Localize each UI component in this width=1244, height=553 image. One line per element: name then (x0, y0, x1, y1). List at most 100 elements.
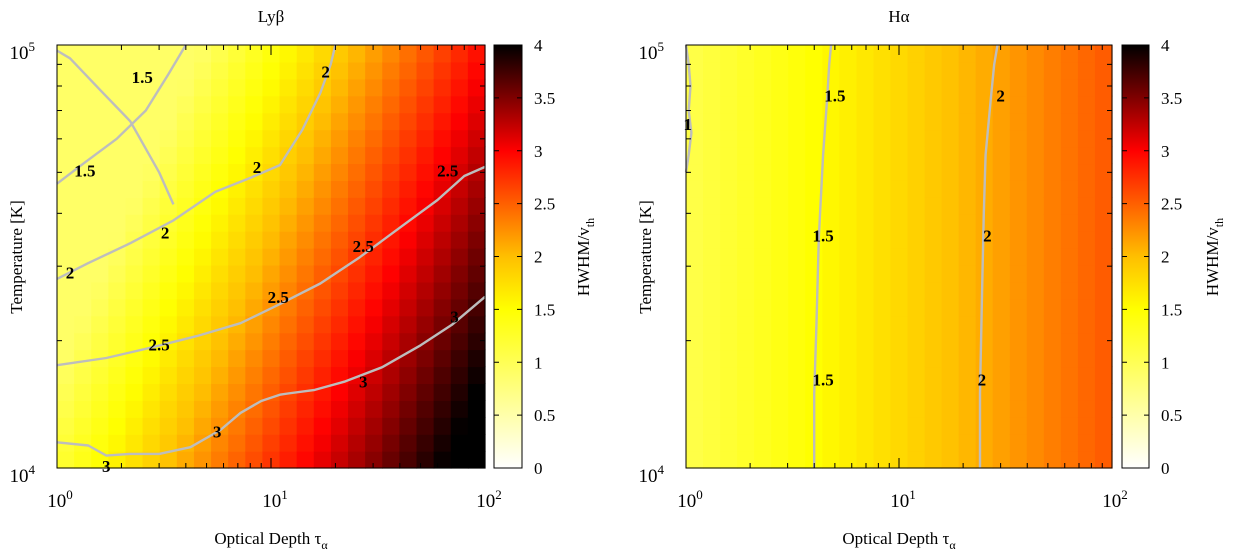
heatmap-cell (211, 332, 229, 351)
heatmap-cell (108, 281, 127, 300)
heatmap-cell (211, 231, 229, 249)
heatmap-cell (1043, 451, 1062, 469)
heatmap-cell (771, 332, 789, 351)
heatmap-cell (433, 417, 452, 435)
heatmap-cell (1026, 349, 1045, 368)
heatmap-cell (975, 349, 994, 368)
heatmap-cell (433, 112, 452, 131)
heatmap-cell (296, 332, 315, 351)
heatmap-cell (992, 146, 1011, 165)
heatmap-cell (211, 349, 229, 368)
heatmap-cell (91, 163, 109, 181)
heatmap-cell (365, 214, 383, 232)
heatmap-cell (365, 349, 383, 368)
heatmap-cell (1077, 61, 1096, 80)
heatmap-cell (958, 451, 977, 469)
heatmap-cell (873, 332, 892, 351)
heatmap-cell (788, 180, 806, 198)
heatmap-cell (176, 95, 195, 114)
heatmap-cell (348, 78, 366, 97)
heatmap-cell (211, 434, 229, 452)
heatmap-cell (1026, 451, 1045, 469)
heatmap-cell (262, 197, 281, 215)
heatmap-cell (296, 451, 315, 469)
heatmap-cell (890, 248, 909, 266)
heatmap-cell (873, 95, 892, 114)
heatmap-cell (1094, 180, 1113, 198)
heatmap-cell (159, 400, 178, 418)
heatmap-cell (142, 315, 161, 334)
heatmap-cell (416, 417, 435, 435)
heatmap-cell (365, 78, 383, 97)
heatmap-cell (211, 400, 229, 418)
contour-label: 2 (996, 86, 1005, 105)
heatmap-cell (279, 61, 298, 80)
heatmap-cell (1009, 231, 1028, 249)
heatmap-cell (433, 78, 452, 97)
heatmap-cell (720, 315, 738, 334)
heatmap-cell (245, 95, 264, 114)
heatmap-cell (416, 400, 435, 418)
heatmap-cell (1077, 214, 1096, 232)
heatmap-cell (890, 231, 909, 249)
heatmap-cell (125, 264, 144, 283)
heatmap-cell (433, 434, 452, 452)
heatmap-cell (856, 281, 875, 300)
heatmap-cell (856, 400, 875, 418)
heatmap-cell (941, 231, 960, 249)
heatmap-cell (57, 417, 75, 435)
heatmap-cell (330, 298, 349, 317)
heatmap-cell (737, 45, 755, 63)
heatmap-cell (245, 129, 264, 148)
heatmap-cell (57, 315, 75, 334)
heatmap-cell (416, 163, 435, 181)
heatmap-cell (365, 197, 383, 215)
heatmap-cell (907, 45, 926, 63)
heatmap-cell (788, 61, 806, 80)
heatmap-cell (91, 129, 109, 148)
heatmap-cell (720, 180, 738, 198)
heatmap-cell (433, 298, 452, 317)
heatmap-cell (1043, 248, 1062, 266)
heatmap-cell (737, 332, 755, 351)
heatmap-cell (193, 264, 212, 283)
heatmap-cell (176, 417, 195, 435)
heatmap-cell (176, 61, 195, 80)
heatmap-cell (1043, 298, 1062, 317)
heatmap-cell (313, 281, 332, 300)
heatmap-cell (330, 214, 349, 232)
heatmap-cell (924, 214, 943, 232)
heatmap-cells (57, 45, 486, 469)
heatmap-cell (839, 163, 857, 181)
heatmap-cell (1094, 434, 1113, 452)
contour-label: 2 (978, 370, 987, 389)
heatmap-cell (941, 332, 960, 351)
heatmap-cell (1009, 349, 1028, 368)
heatmap-cell (686, 451, 704, 469)
heatmap-cell (1094, 231, 1113, 249)
heatmap-cell (839, 451, 857, 469)
heatmap-cell (228, 332, 246, 351)
heatmap-cell (245, 112, 264, 131)
heatmap-cell (975, 248, 994, 266)
heatmap-cell (805, 112, 823, 131)
heatmap-cell (805, 264, 823, 283)
y-tick-label: 104 (639, 462, 665, 487)
colorbar-tick-label: 2.5 (1161, 195, 1182, 214)
heatmap-cell (433, 214, 452, 232)
heatmap-cell (1026, 95, 1045, 114)
contour-label: 1 (684, 115, 693, 134)
heatmap-cell (399, 146, 418, 165)
heatmap-cell (313, 451, 332, 469)
heatmap-cell (382, 400, 400, 418)
heatmap-cell (193, 231, 212, 249)
heatmap-cell (1077, 451, 1096, 469)
heatmap-cell (856, 95, 875, 114)
heatmap-cell (399, 129, 418, 148)
heatmap-cell (108, 197, 127, 215)
heatmap-cell (1077, 129, 1096, 148)
heatmap-cell (296, 349, 315, 368)
heatmap-cell (450, 434, 469, 452)
heatmap-cell (296, 45, 315, 63)
heatmap-cell (1009, 434, 1028, 452)
